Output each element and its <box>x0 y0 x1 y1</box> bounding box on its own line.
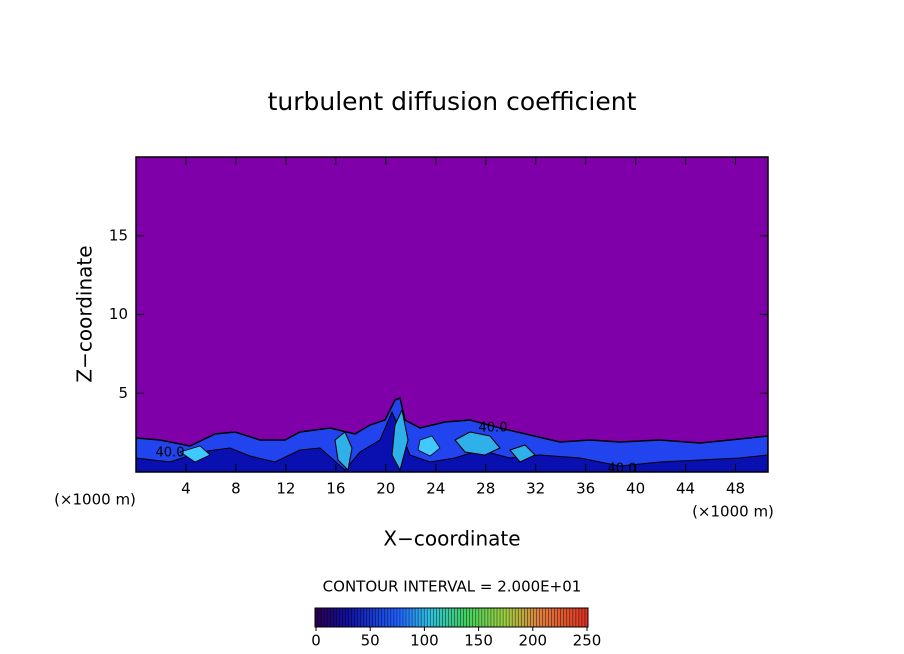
field-cyan <box>334 408 536 472</box>
plot-background <box>136 157 768 472</box>
y-tick-label: 10 <box>109 305 128 323</box>
x-tick-label: 44 <box>676 480 695 498</box>
x-tick-label: 40 <box>626 480 645 498</box>
colorbar-frame <box>314 607 589 628</box>
x-tick-label: 36 <box>576 480 595 498</box>
x-unit-label: (×1000 m) <box>692 503 774 521</box>
contour-label: 40.0 <box>479 421 508 436</box>
x-axis-title: X−coordinate <box>383 527 520 551</box>
colorbar-tick-label: 150 <box>464 632 493 650</box>
chart-title: turbulent diffusion coefficient <box>268 87 637 116</box>
x-unit-label: (×1000 m) <box>54 491 136 509</box>
y-axis-title: Z−coordinate <box>73 245 97 382</box>
contour-label: 40.0 <box>608 462 637 477</box>
x-tick-label: 20 <box>376 480 395 498</box>
colorbar-tick-label: 100 <box>410 632 439 650</box>
x-tick-label: 4 <box>181 480 191 498</box>
contour-field <box>136 396 768 472</box>
x-tick-label: 16 <box>326 480 345 498</box>
colorbar-tick-label: 250 <box>573 632 602 650</box>
x-tick-label: 32 <box>526 480 545 498</box>
x-tick-label: 48 <box>726 480 745 498</box>
colorbar-tick-label: 50 <box>361 632 380 650</box>
field-cyan <box>179 435 441 463</box>
x-tick-label: 24 <box>426 480 445 498</box>
contour-interval: CONTOUR INTERVAL = 2.000E+01 <box>323 578 582 596</box>
y-tick-label: 15 <box>109 226 128 244</box>
x-tick-label: 12 <box>276 480 295 498</box>
colorbar-tick-label: 200 <box>518 632 547 650</box>
colorbar-tick-label: 0 <box>311 632 321 650</box>
y-tick-label: 5 <box>118 384 128 402</box>
x-tick-label: 8 <box>231 480 241 498</box>
x-tick-label: 28 <box>476 480 495 498</box>
contour-label: 40.0 <box>156 446 185 461</box>
